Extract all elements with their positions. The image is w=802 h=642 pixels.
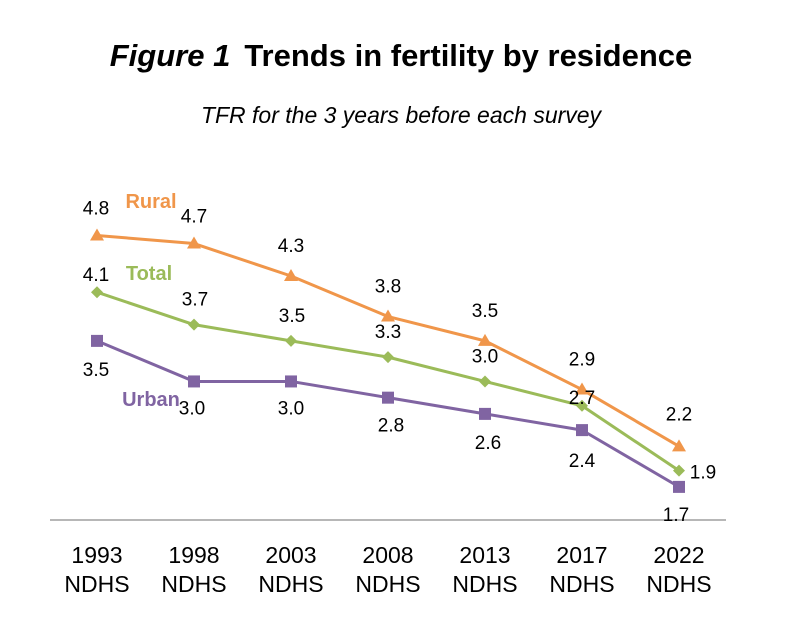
data-label-urban: 1.7: [663, 505, 689, 526]
data-point-rural: [90, 228, 104, 241]
series-rural: 4.8 4.7 4.3 3.8 3.5 2.9 2.2 Rural: [83, 191, 692, 452]
series-layer: 4.8 4.74.33.83.52.92.2Rural4.13.73.53.33.…: [83, 191, 716, 526]
data-label-total: 4.1: [83, 265, 109, 286]
data-point-urban: [673, 480, 685, 493]
figure-number: Figure 1: [109, 38, 231, 73]
data-label-total: 3.7: [182, 290, 208, 311]
data-label-total: 3.0: [472, 346, 498, 367]
figure-title: Trends in fertility by residence: [244, 38, 693, 73]
data-point-total: [188, 318, 200, 331]
data-label-urban: 3.0: [278, 398, 304, 419]
data-label-total: 3.5: [279, 306, 305, 327]
data-label-urban: 2.6: [475, 433, 501, 454]
data-point-rural: [672, 439, 686, 452]
x-tick-label: 1998 NDHS: [161, 542, 226, 597]
data-point-total: [382, 351, 394, 364]
data-label-rural: 4.8: [83, 198, 109, 219]
data-label-rural: 4.7: [181, 207, 207, 228]
data-label-urban: 3.0: [179, 398, 205, 419]
x-tick-label: 2008 NDHS: [355, 542, 420, 597]
data-label-total: 2.7: [569, 388, 595, 409]
data-label-rural: 4.3: [278, 236, 304, 257]
data-label-urban: 2.4: [569, 451, 596, 472]
x-tick-label: 2013 NDHS: [452, 542, 517, 597]
data-point-rural: [381, 309, 395, 322]
data-point-total: [285, 334, 297, 347]
data-label-urban: 2.8: [378, 416, 404, 437]
data-label-rural: 3.5: [472, 301, 498, 322]
data-label-rural: 3.8: [375, 277, 401, 298]
data-point-urban: [188, 375, 200, 388]
x-tick-label: 2022 NDHS: [646, 542, 711, 597]
data-point-total: [576, 399, 588, 412]
data-point-urban: [479, 407, 491, 420]
data-point-total: [673, 464, 685, 477]
data-point-urban: [285, 375, 297, 388]
x-tick-labels: 1993 NDHS 1998 NDHS 2003 NDHS 2008 NDHS 2013 NDHS…: [64, 542, 711, 597]
chart-title: Figure 1 Trends in fertility by residence: [0, 38, 802, 74]
data-label-urban: 3.5: [83, 360, 109, 381]
data-point-urban: [91, 334, 103, 347]
series-name-rural: Rural: [125, 191, 176, 213]
x-tick-label: 2017 NDHS: [549, 542, 614, 597]
data-point-rural: [284, 269, 298, 281]
data-label-total: 3.3: [375, 322, 401, 343]
x-tick-label: 1993 NDHS: [64, 542, 129, 597]
data-point-rural: [575, 382, 589, 395]
data-label-rural: 2.9: [569, 350, 595, 371]
series-urban: 3.5 3.0 3.0 2.8 2.6 2.4 1.7 Urban: [83, 334, 689, 526]
x-tick-label: 2003 NDHS: [258, 542, 323, 597]
data-point-total: [91, 286, 103, 299]
data-point-rural: [478, 333, 492, 346]
data-label-total: 1.9: [690, 463, 716, 484]
series-name-urban: Urban: [122, 389, 180, 411]
series-total: 4.1 3.7 3.5 3.3 3.0 2.7 1.9 Total: [83, 263, 716, 484]
data-point-rural: [187, 236, 201, 249]
chart-subtitle: TFR for the 3 years before each survey: [200, 102, 602, 128]
data-point-urban: [382, 391, 394, 404]
data-point-urban: [576, 424, 588, 437]
series-name-total: Total: [126, 263, 172, 285]
data-label-rural: 2.2: [666, 404, 692, 425]
data-point-total: [479, 375, 491, 388]
